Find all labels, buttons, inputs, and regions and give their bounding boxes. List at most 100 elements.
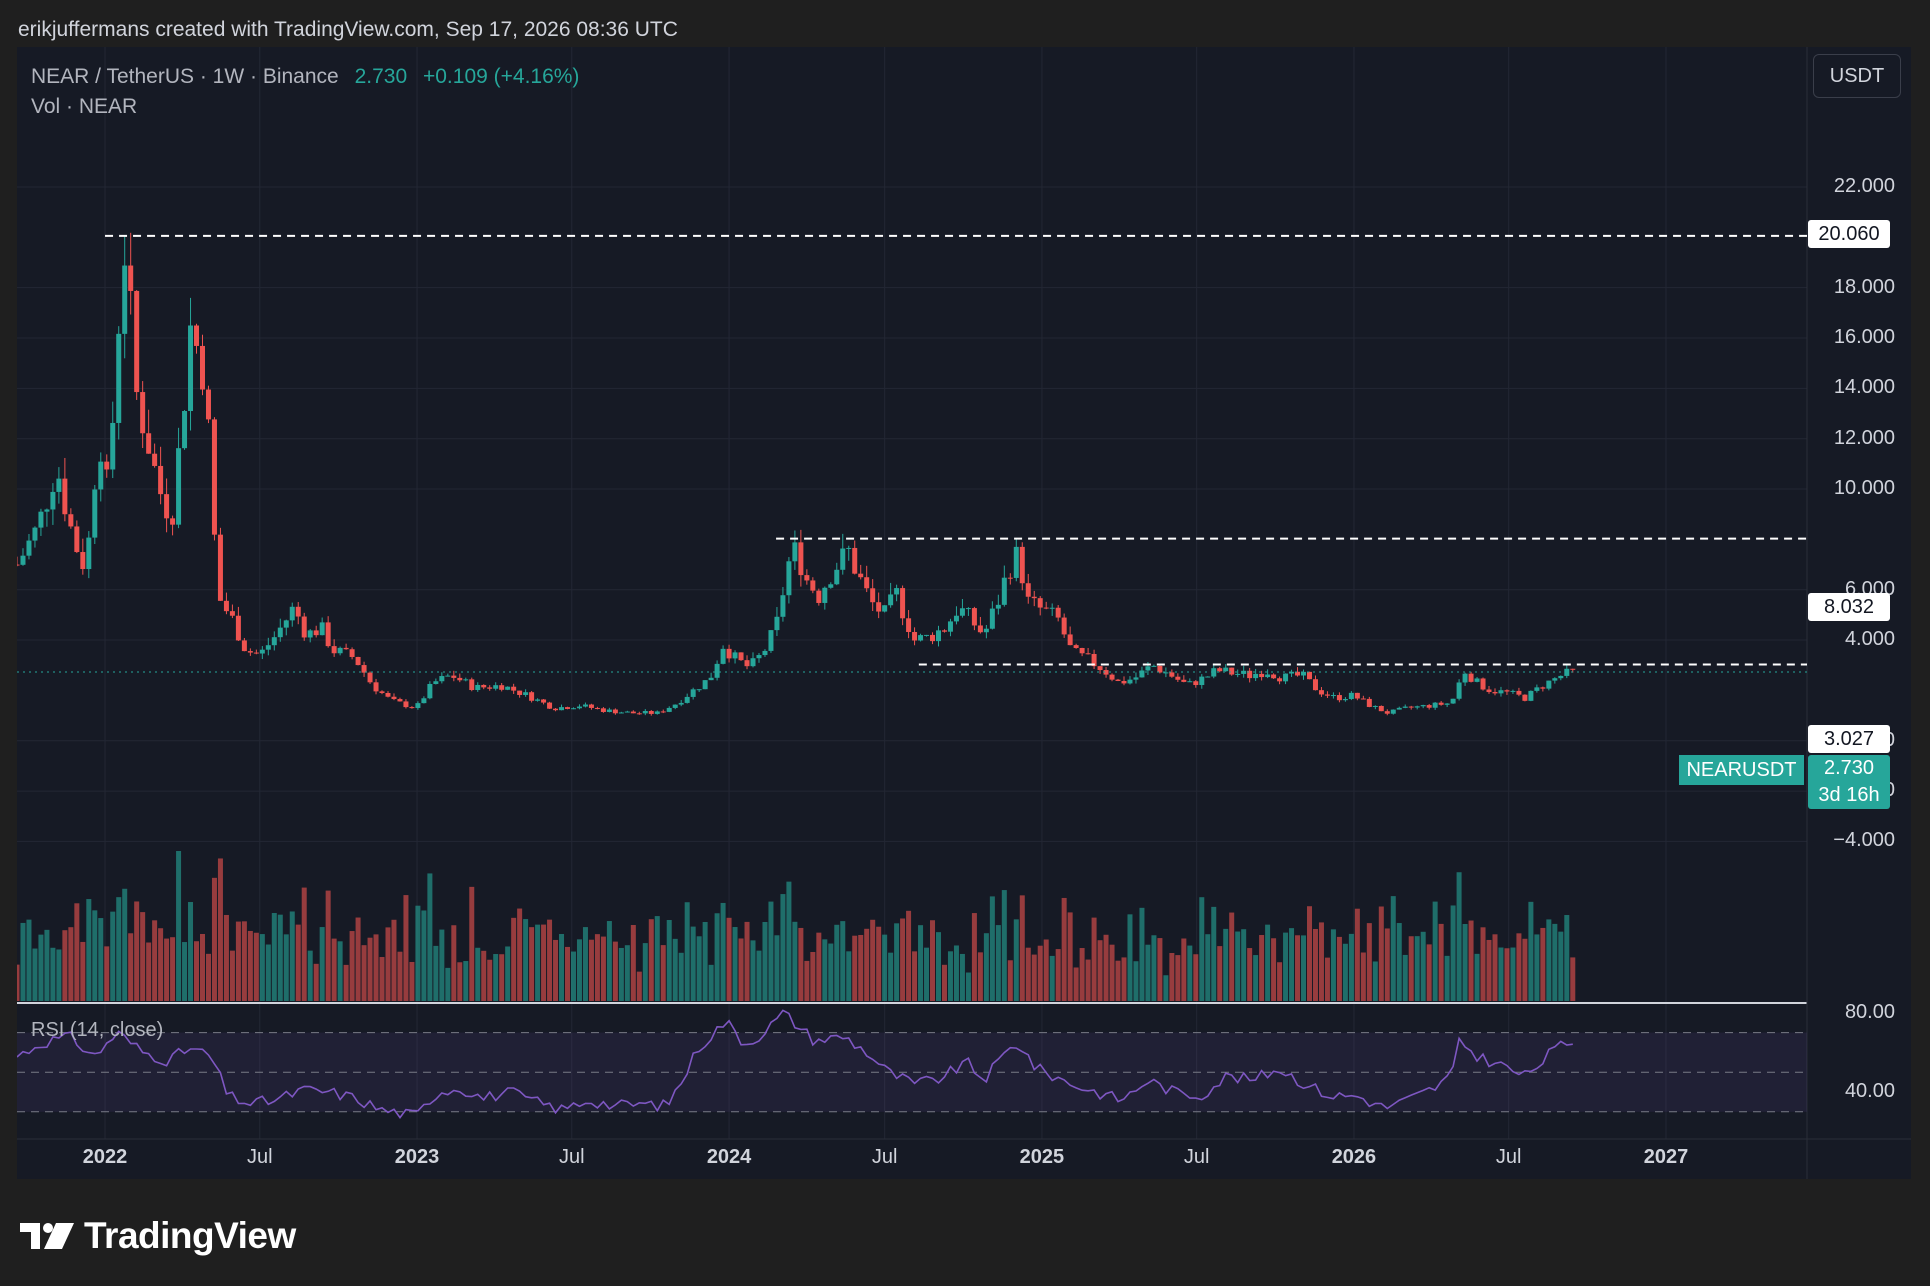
volume-bar [630, 925, 636, 1001]
candle [594, 706, 600, 710]
candle-body [1259, 673, 1265, 678]
candles-series [17, 232, 1576, 716]
candle [684, 693, 690, 704]
candle-body [1390, 709, 1396, 714]
candle [1546, 680, 1552, 691]
currency-button[interactable]: USDT [1813, 54, 1901, 98]
candle [265, 637, 271, 656]
volume-bar [1414, 936, 1420, 1001]
volume-bar [211, 877, 217, 1001]
volume-bar [235, 921, 241, 1001]
chart-panel[interactable]: NEAR / TetherUS · 1W · Binance 2.730 +0.… [17, 47, 1911, 1179]
price-axis-tick: 22.000 [1833, 175, 1895, 197]
candle-body [840, 548, 846, 570]
volume-bar [349, 931, 355, 1001]
last-price-value: 2.730 [1823, 757, 1875, 779]
volume-bar [1169, 952, 1175, 1001]
volume-bar [20, 922, 26, 1001]
volume-bar [1211, 906, 1217, 1001]
candle [283, 619, 289, 636]
candle [337, 646, 343, 656]
candle [205, 385, 211, 424]
volume-bar [1492, 934, 1498, 1001]
candle [714, 660, 720, 681]
volume-bar [1007, 960, 1013, 1001]
volume-bar [1259, 935, 1265, 1001]
candle [182, 410, 188, 450]
candle [541, 698, 547, 705]
chart-canvas[interactable] [17, 47, 1911, 1179]
volume-bar [606, 921, 612, 1001]
candle [62, 457, 68, 522]
candle-body [1486, 689, 1492, 693]
candle [1528, 690, 1534, 702]
volume-bar [559, 934, 565, 1001]
tradingview-logo-icon [20, 1223, 74, 1249]
candle-body [283, 620, 289, 628]
candle [1151, 664, 1157, 667]
candle-body [277, 627, 283, 638]
time-axis-tick: Jul [558, 1146, 585, 1168]
volume-bar [217, 858, 223, 1001]
candle-body [708, 677, 714, 681]
candle-body [122, 265, 128, 334]
candle-body [828, 584, 834, 588]
candle [403, 699, 409, 709]
candle-body [762, 650, 768, 656]
candle [379, 690, 385, 695]
candle-body [995, 604, 1001, 609]
volume-bar [259, 934, 265, 1001]
candle [792, 530, 798, 570]
candle [1408, 705, 1414, 710]
volume-bar [289, 911, 295, 1001]
volume-bar [1283, 932, 1289, 1001]
volume-bar [1306, 906, 1312, 1001]
candle [44, 508, 50, 527]
candle [935, 625, 941, 647]
volume-bar [1163, 975, 1169, 1001]
volume-bar [918, 925, 924, 1001]
candle [870, 579, 876, 612]
volume-bar [403, 895, 409, 1001]
candle-body [876, 602, 882, 612]
candle-body [1019, 546, 1025, 584]
candle-body [32, 527, 38, 541]
volume-bar [487, 959, 493, 1001]
rsi-axis-tick: 80.00 [1844, 1000, 1895, 1023]
candle-body [882, 605, 888, 612]
candle [391, 693, 397, 701]
volume-bar [194, 941, 200, 1001]
volume-bar [1444, 955, 1450, 1001]
candle-body [918, 635, 924, 641]
volume-bar [636, 971, 642, 1001]
candle-body [1055, 607, 1061, 618]
candle-body [409, 707, 415, 709]
candle [499, 683, 505, 692]
candle-body [1372, 705, 1378, 707]
volume-bar [116, 897, 122, 1001]
candle-body [421, 698, 427, 704]
candle [750, 652, 756, 668]
candle [1133, 672, 1139, 684]
time-axis-tick: 2023 [394, 1146, 440, 1168]
candle [989, 601, 995, 630]
volume-bar [1540, 927, 1546, 1001]
candle [1235, 669, 1241, 678]
volume-bar [1534, 934, 1540, 1001]
candle [906, 610, 912, 639]
header-caption: erikjuffermans created with TradingView.… [18, 18, 678, 41]
volume-bar [253, 932, 259, 1001]
candle-body [947, 621, 953, 632]
candle [744, 655, 750, 670]
candle [1366, 696, 1372, 708]
volume-bar [1510, 947, 1516, 1001]
volume-bar [110, 911, 116, 1001]
candle [1139, 666, 1145, 678]
volume-bar [367, 937, 373, 1001]
candle [768, 630, 774, 653]
brand-logo[interactable]: TradingView [20, 1215, 296, 1257]
candle [726, 644, 732, 663]
volume-bar [1241, 929, 1247, 1001]
candle-body [385, 692, 391, 697]
volume-bar [912, 951, 918, 1001]
